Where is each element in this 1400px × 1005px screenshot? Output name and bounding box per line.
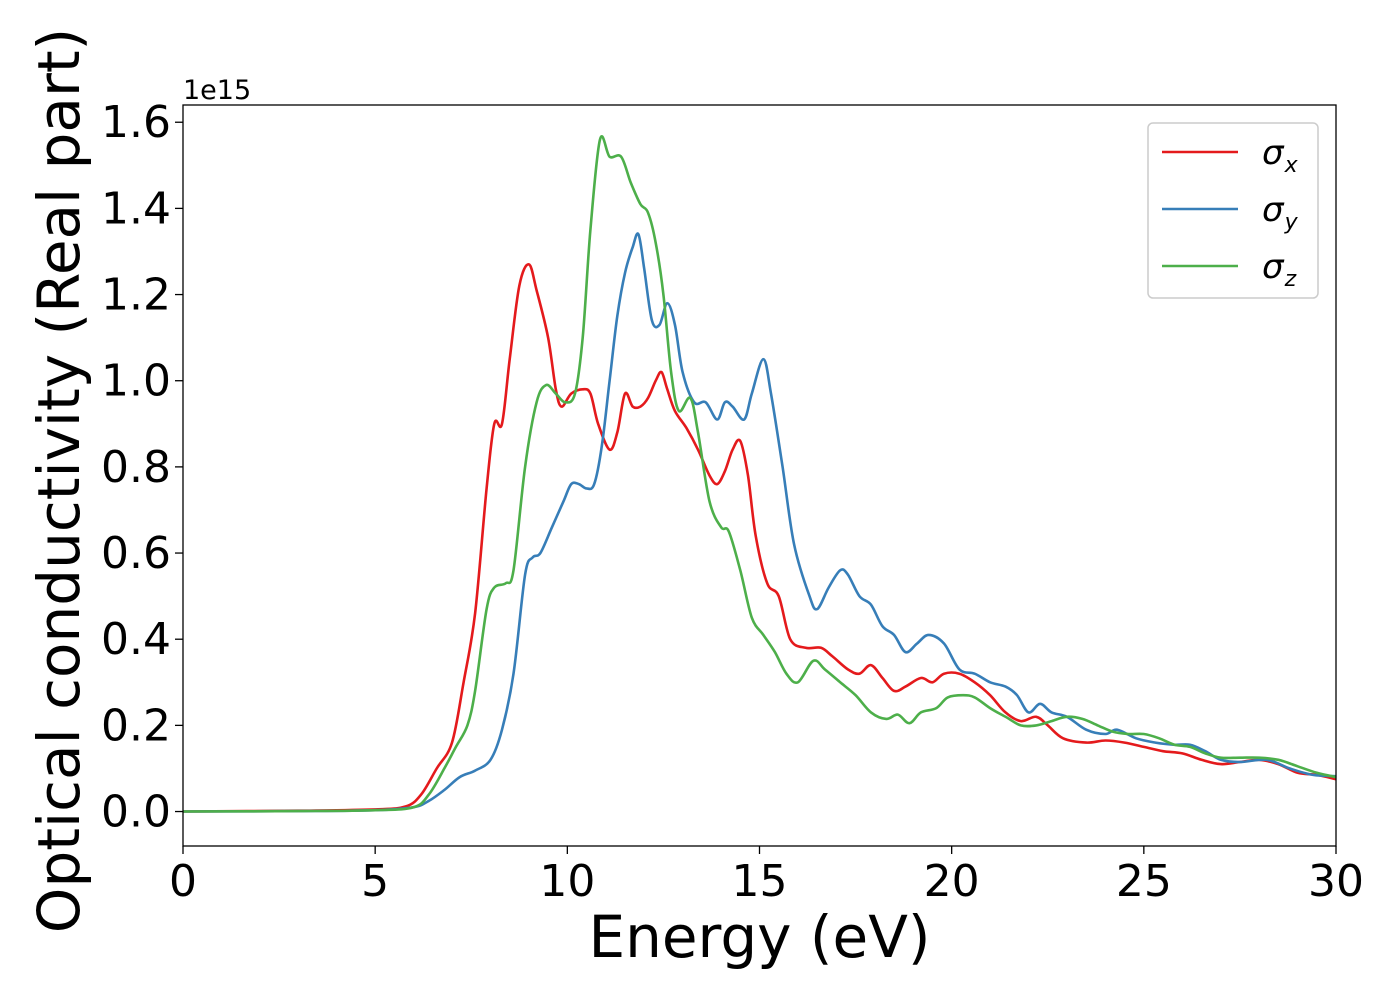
x-axis-label: Energy (eV) bbox=[588, 903, 930, 971]
x-tick-label: 25 bbox=[1116, 856, 1172, 907]
x-tick-label: 5 bbox=[361, 856, 389, 907]
y-tick-label: 0.6 bbox=[101, 528, 171, 579]
y-tick-label: 0.4 bbox=[101, 614, 171, 665]
x-tick-label: 0 bbox=[169, 856, 197, 907]
y-tick-label: 1.4 bbox=[101, 183, 171, 234]
x-axis-ticks: 0 5 10 15 20 25 30 bbox=[169, 846, 1364, 907]
series-layer bbox=[182, 135, 1337, 813]
series-line-z bbox=[182, 135, 1337, 813]
legend-frame bbox=[1147, 122, 1319, 299]
y-tick-label: 1.2 bbox=[101, 270, 171, 321]
y-tick-label: 1.0 bbox=[101, 356, 171, 407]
y-tick-label: 1.6 bbox=[101, 97, 171, 148]
x-tick-label: 15 bbox=[732, 856, 788, 907]
x-tick-label: 10 bbox=[539, 856, 595, 907]
y-tick-label: 0.0 bbox=[101, 787, 171, 838]
y-tick-label: 0.8 bbox=[101, 442, 171, 493]
y-axis-offset-label: 1e15 bbox=[183, 75, 251, 106]
y-axis-label: Optical conductivity (Real part) bbox=[25, 28, 93, 933]
y-tick-label: 0.2 bbox=[101, 700, 171, 751]
y-axis-ticks: 0.0 0.2 0.4 0.6 0.8 1.0 1.2 1.4 1.6 bbox=[101, 97, 183, 838]
series-line-x bbox=[182, 263, 1337, 813]
series-line-y bbox=[182, 232, 1337, 813]
x-tick-label: 30 bbox=[1308, 856, 1364, 907]
x-tick-label: 20 bbox=[924, 856, 980, 907]
